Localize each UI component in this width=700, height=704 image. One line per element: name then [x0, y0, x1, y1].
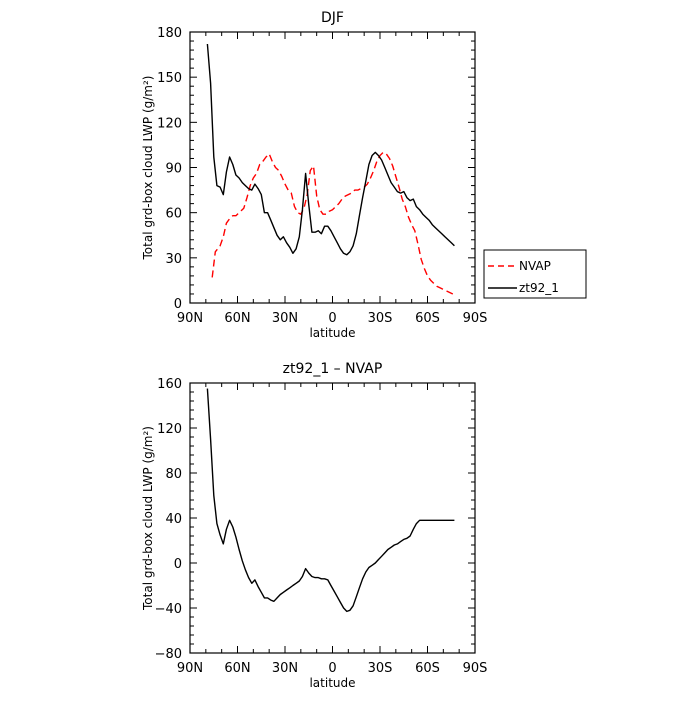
- x-axis-label: latitude: [309, 326, 355, 340]
- x-tick-label: 90N: [177, 311, 203, 326]
- legend-box: [483, 249, 587, 299]
- x-tick-label: 90S: [463, 661, 488, 676]
- y-tick-label: 120: [157, 422, 182, 437]
- y-tick-label: 160: [157, 377, 182, 392]
- chart-title: DJF: [321, 10, 344, 26]
- y-tick-label: 0: [174, 557, 182, 572]
- x-tick-label: 30N: [272, 311, 298, 326]
- chart-title: zt92_1 – NVAP: [283, 361, 383, 377]
- x-tick-label: 60N: [224, 661, 250, 676]
- chart-panel-2: zt92_1 – NVAP 90N 60N 30N 0 30S 60S 90S −80 −40 0 4…: [141, 361, 487, 690]
- x-tick-label: 60S: [415, 311, 440, 326]
- x-axis-label: latitude: [309, 676, 355, 690]
- series-line-difference: [206, 388, 455, 613]
- plot-frame: [189, 382, 476, 654]
- x-tick-label: 90S: [463, 311, 488, 326]
- y-tick-label: −80: [155, 647, 182, 662]
- y-axis-label: Total grd-box cloud LWP (g/m²): [141, 426, 155, 611]
- legend-label: NVAP: [519, 259, 551, 273]
- y-tick-label: −40: [155, 602, 182, 617]
- series-line-zt92-1: [206, 43, 455, 256]
- x-tick-label: 30S: [368, 311, 393, 326]
- x-tick-label: 0: [328, 311, 336, 326]
- x-tick-label: 30N: [272, 661, 298, 676]
- x-tick-label: 60S: [415, 661, 440, 676]
- x-tick-label: 60N: [224, 311, 250, 326]
- x-tick-label: 90N: [177, 661, 203, 676]
- y-axis-label: Total grd-box cloud LWP (g/m²): [141, 76, 155, 261]
- y-tick-label: 90: [165, 162, 182, 177]
- y-tick-label: 120: [157, 116, 182, 131]
- y-tick-label: 80: [165, 467, 182, 482]
- chart-panel-1: DJF 90N 60N 30N 0 30S 60S 90S 0 30 60 90 120 150 180 la…: [141, 10, 587, 340]
- y-tick-label: 60: [165, 207, 182, 222]
- x-tick-label: 30S: [368, 661, 393, 676]
- legend-label: zt92_1: [519, 281, 559, 295]
- y-tick-label: 0: [174, 297, 182, 312]
- y-tick-label: 180: [157, 26, 182, 41]
- legend: NVAP zt92_1: [483, 249, 587, 299]
- y-tick-label: 40: [165, 512, 182, 527]
- series-line-nvap: [211, 151, 454, 295]
- y-tick-label: 150: [157, 71, 182, 86]
- x-tick-label: 0: [328, 661, 336, 676]
- y-tick-label: 30: [165, 252, 182, 267]
- plot-frame: [189, 31, 476, 304]
